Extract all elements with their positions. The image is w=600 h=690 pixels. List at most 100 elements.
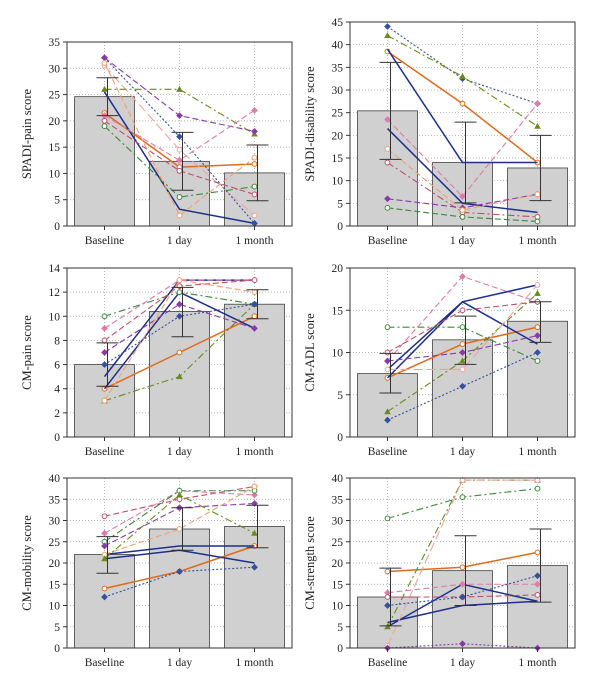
series-point <box>459 580 466 588</box>
y-tick-label: 20 <box>49 558 61 570</box>
y-tick-label: 12 <box>49 287 61 299</box>
y-tick-label: 0 <box>337 643 343 655</box>
y-tick-label: 35 <box>49 494 61 506</box>
series-point <box>534 289 541 296</box>
y-tick-label: 15 <box>49 579 61 591</box>
series-point <box>101 585 108 592</box>
series-point <box>459 564 466 571</box>
y-tick-label: 25 <box>332 537 344 549</box>
y-tick-label: 25 <box>49 90 61 102</box>
x-tick-label: 1 day <box>167 446 192 458</box>
series-point <box>534 191 541 198</box>
y-tick-label: 0 <box>54 643 60 655</box>
series-line-2 <box>104 545 255 556</box>
series-point <box>176 373 183 380</box>
series-point <box>384 349 391 356</box>
chart-panel-4: 0 5 10 15 20 Baseline 1 day 1 month CM-ADL score <box>303 263 576 458</box>
series-point <box>101 513 108 520</box>
series-line-10 <box>387 575 538 607</box>
y-tick-label: 5 <box>337 390 343 402</box>
series-line-6 <box>104 279 255 329</box>
series-point <box>176 349 183 356</box>
series-point <box>176 146 183 153</box>
y-tick-label: 10 <box>49 311 61 323</box>
y-tick-label: 10 <box>332 601 344 613</box>
x-tick-label: 1 month <box>518 657 556 669</box>
series-point <box>459 214 466 220</box>
series-point <box>384 195 391 203</box>
series-point <box>459 324 466 331</box>
series-point <box>176 194 183 200</box>
series-point <box>459 366 466 373</box>
y-axis-label: CM-mobility score <box>20 515 34 611</box>
series-point <box>384 416 391 424</box>
series-point <box>176 85 183 92</box>
y-axis-label: CM-pain score <box>20 315 34 390</box>
series-point <box>459 307 466 314</box>
series-point <box>101 361 108 368</box>
y-tick-label: 40 <box>332 40 344 52</box>
y-tick-label: 8 <box>54 335 60 347</box>
series-point <box>101 542 108 550</box>
series-line-10 <box>104 62 255 217</box>
y-tick-label: 35 <box>332 494 344 506</box>
series-line-5 <box>387 479 538 628</box>
series-point <box>459 72 466 79</box>
series-point <box>534 122 541 129</box>
y-tick-label: 0 <box>337 432 343 444</box>
y-axis-label: SPADI-pain score <box>20 88 34 179</box>
x-tick-label: 1 month <box>518 235 556 247</box>
series-point <box>101 555 108 562</box>
series-point <box>251 289 258 296</box>
series-point <box>534 591 541 598</box>
series-point <box>251 277 258 283</box>
series-point <box>384 204 391 211</box>
x-tick-label: 1 day <box>450 446 475 458</box>
series-point <box>176 212 183 219</box>
series-line-7 <box>104 303 255 353</box>
series-point <box>459 207 466 214</box>
y-tick-label: 30 <box>49 516 61 528</box>
series-line-9 <box>104 486 255 556</box>
series-point <box>534 572 541 580</box>
series-point <box>101 337 108 344</box>
series-point <box>534 358 541 364</box>
y-tick-label: 5 <box>337 198 343 210</box>
series-point <box>101 324 108 332</box>
y-tick-label: 35 <box>49 37 61 49</box>
series-line-10 <box>104 494 255 560</box>
series-point <box>459 273 466 280</box>
series-point <box>384 568 391 575</box>
x-tick-label: Baseline <box>368 446 408 458</box>
series-point <box>176 156 183 164</box>
series-point <box>251 128 258 135</box>
y-tick-label: 30 <box>332 516 344 528</box>
series-line-4 <box>387 26 538 105</box>
series-point <box>384 116 391 123</box>
series-point <box>459 593 466 601</box>
y-tick-label: 10 <box>332 348 344 360</box>
y-tick-label: 5 <box>54 195 60 207</box>
series-point <box>534 332 541 339</box>
x-tick-label: 1 day <box>167 235 192 247</box>
series-point <box>251 483 258 490</box>
series-point <box>251 191 258 198</box>
y-tick-label: 15 <box>332 153 344 165</box>
series-point <box>251 154 258 161</box>
y-tick-label: 5 <box>54 622 60 634</box>
series-point <box>251 563 258 571</box>
series-point <box>251 491 258 499</box>
bar-1-month <box>507 565 568 649</box>
series-point <box>459 494 466 501</box>
series-point <box>176 568 183 575</box>
chart-panel-3: 0 2 4 6 8 10 12 14 Baseline 1 day 1 month CM-pain s… <box>20 263 293 458</box>
series-point <box>251 106 258 114</box>
y-tick-label: 4 <box>54 384 60 396</box>
series-point <box>384 324 391 331</box>
y-tick-label: 20 <box>332 558 344 570</box>
series-point <box>534 218 541 225</box>
y-tick-label: 0 <box>337 221 343 233</box>
chart-panel-5: 0 5 10 15 20 25 30 35 40 Baseline 1 day 1 month CM-m… <box>20 473 293 669</box>
series-point <box>384 623 391 630</box>
y-tick-label: 20 <box>332 263 344 275</box>
